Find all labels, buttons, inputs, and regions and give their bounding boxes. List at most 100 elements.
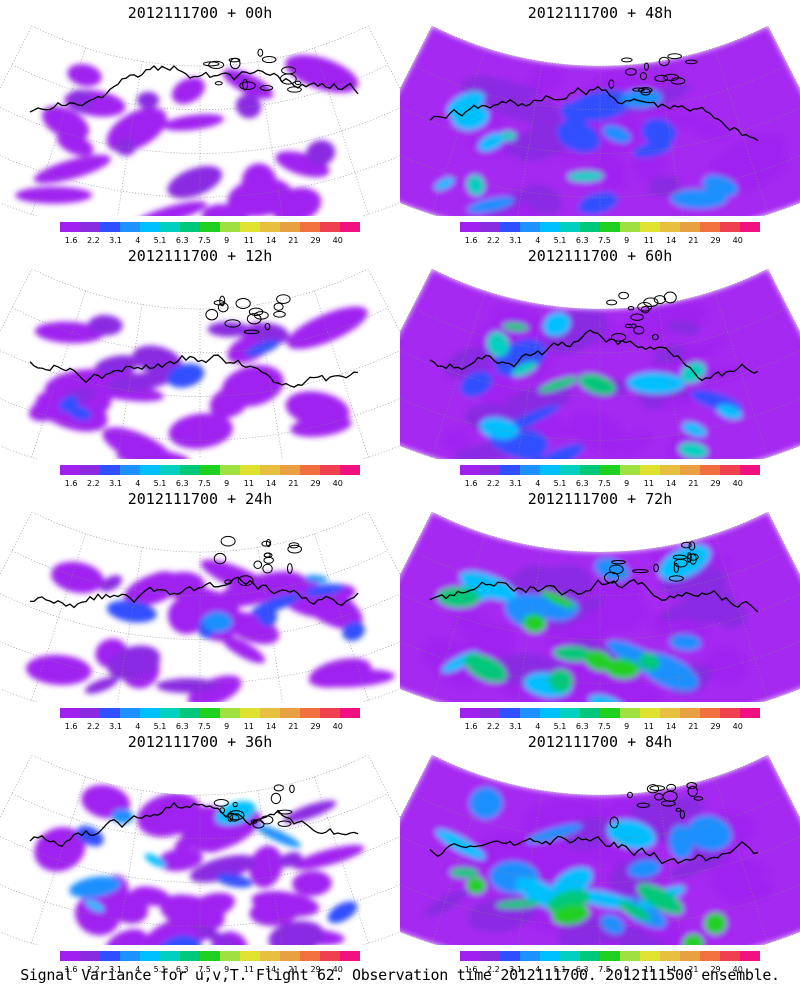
colorbar-swatch — [100, 465, 121, 475]
coastline — [679, 810, 685, 819]
coastline — [265, 538, 272, 548]
variance-region — [292, 845, 365, 870]
coastline — [653, 563, 659, 573]
variance-field — [29, 306, 368, 459]
colorbar-label: 9 — [624, 479, 630, 488]
variance-region — [495, 899, 541, 909]
variance-region — [686, 815, 732, 851]
coastline — [227, 813, 233, 822]
variance-region — [88, 314, 123, 336]
variance-region — [478, 133, 505, 152]
variance-region — [500, 131, 517, 141]
colorbar-swatch — [280, 465, 301, 475]
variance-region — [156, 678, 220, 694]
map-panel: 2012111700 + 24h 1.6 2.2 3.1 4 5.1 6.3 7.5 9 11 14… — [0, 486, 400, 732]
variance-region — [527, 65, 564, 94]
colorbar-label: 14 — [666, 236, 677, 245]
colorbar-swatch — [220, 465, 241, 475]
variance-region — [616, 930, 674, 945]
coastline — [205, 309, 219, 321]
colorbar-label: 11 — [243, 479, 254, 488]
colorbar-swatch — [620, 951, 641, 961]
coastline — [288, 542, 300, 549]
colorbar-label: 2.2 — [486, 479, 500, 488]
colorbar-swatch — [680, 951, 701, 961]
variance-region — [716, 404, 742, 420]
colorbar-label: 14 — [666, 479, 677, 488]
colorbar-label: 1.6 — [464, 236, 478, 245]
colorbar-swatch — [240, 465, 261, 475]
variance-region — [704, 912, 727, 935]
colorbar-swatch — [720, 465, 741, 475]
variance-region — [627, 859, 661, 878]
coastline — [666, 783, 677, 792]
variance-region — [578, 192, 618, 215]
graticule — [400, 755, 800, 945]
coastline — [277, 809, 293, 815]
colorbar-label: 21 — [688, 965, 699, 974]
colorbar-swatch — [280, 222, 301, 232]
panel-title: 2012111700 + 84h — [527, 733, 673, 751]
colorbar-label: 5.1 — [553, 965, 567, 974]
colorbar-swatch — [140, 708, 161, 718]
colorbar-swatch — [120, 951, 141, 961]
graticule — [0, 755, 400, 945]
coastline — [686, 552, 692, 563]
colorbar-swatch — [300, 951, 321, 961]
colorbar-swatch — [80, 708, 101, 718]
colorbar-swatch — [520, 951, 541, 961]
variance-region — [116, 448, 190, 459]
coastline — [667, 53, 682, 60]
colorbar-label: 21 — [288, 965, 299, 974]
colorbar-label: 4 — [135, 722, 141, 731]
colorbar-swatch — [740, 708, 760, 718]
coastline — [651, 333, 659, 341]
variance-region — [132, 345, 183, 375]
coastline — [643, 62, 649, 71]
colorbar-label: 6.3 — [575, 722, 589, 731]
variance-region — [106, 600, 157, 623]
graticule — [400, 269, 800, 459]
variance-region — [526, 823, 583, 844]
variance-region — [460, 371, 493, 397]
coastline — [638, 87, 653, 93]
colorbar-label: 29 — [710, 479, 721, 488]
colorbar-swatch — [600, 222, 621, 232]
colorbar-swatch — [660, 465, 681, 475]
variance-region — [292, 870, 332, 897]
variance-region — [156, 935, 202, 945]
colorbar-swatch — [260, 222, 281, 232]
colorbar-swatch — [720, 222, 741, 232]
coastline — [646, 784, 660, 794]
colorbar-labels: 1.6 2.2 3.1 4 5.1 6.3 7.5 9 11 14 21 29 40 — [60, 722, 360, 732]
colorbar-label: 29 — [310, 236, 321, 245]
colorbar-swatch — [460, 465, 481, 475]
colorbar-label: 40 — [332, 479, 343, 488]
colorbar-label: 7.5 — [598, 965, 611, 974]
colorbar-swatch — [680, 222, 701, 232]
colorbar-swatch — [60, 951, 81, 961]
variance-region — [552, 904, 590, 925]
colorbar-swatch — [200, 708, 221, 718]
coastline — [625, 68, 637, 76]
coastline — [672, 554, 687, 560]
variance-region — [249, 898, 299, 926]
variance-region — [669, 634, 702, 651]
variance-region — [694, 364, 746, 382]
coastline — [633, 325, 645, 335]
variance-region — [602, 125, 631, 143]
colorbar-swatch — [240, 708, 261, 718]
coastline — [264, 322, 271, 331]
colorbar-label: 40 — [732, 722, 743, 731]
variance-region — [516, 593, 564, 610]
coastline — [30, 576, 359, 609]
variance-region — [69, 876, 122, 899]
colorbar-label: 11 — [243, 236, 254, 245]
variance-region — [548, 669, 574, 693]
colorbar-swatch — [80, 222, 101, 232]
coastline — [250, 819, 258, 824]
variance-region — [215, 801, 256, 826]
map-panel: 2012111700 + 48h 1.6 2.2 3.1 4 5.1 6.3 7.5 9 11 14… — [400, 0, 800, 245]
variance-region — [682, 933, 704, 945]
variance-region — [51, 561, 104, 594]
